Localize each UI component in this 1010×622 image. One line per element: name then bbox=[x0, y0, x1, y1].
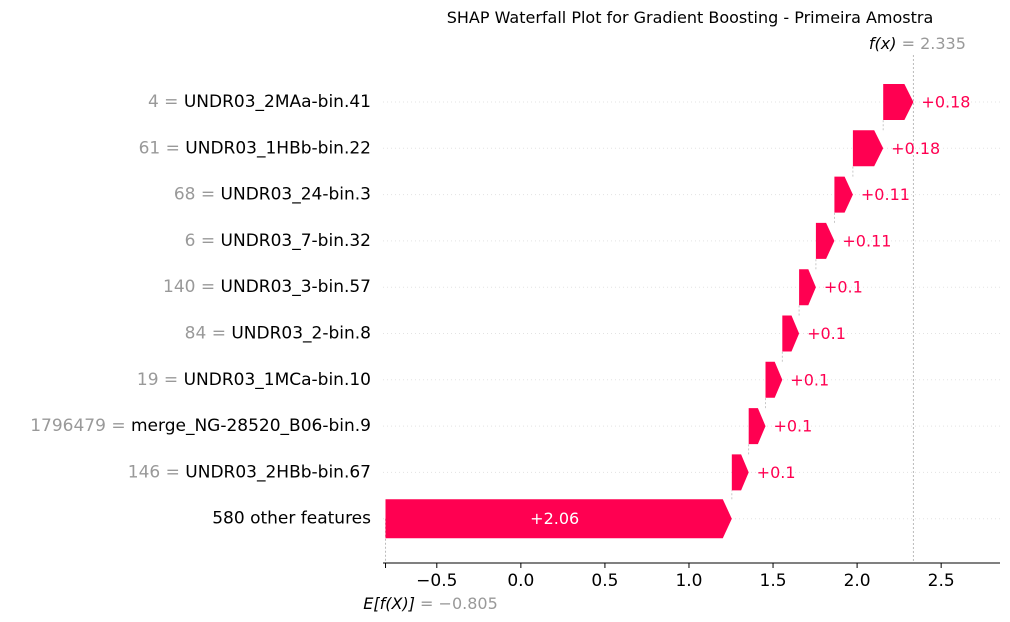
waterfall-bar bbox=[883, 84, 914, 120]
feature-name: UNDR03_2HBb-bin.67 bbox=[185, 462, 371, 482]
feature-name: UNDR03_7-bin.32 bbox=[221, 231, 371, 251]
feature-name: merge_NG-28520_B06-bin.9 bbox=[131, 416, 371, 436]
x-axis-ticks: −0.5 0.0 0.5 1.0 1.5 2.0 2.5 bbox=[385, 563, 955, 591]
feature-label: 84 = UNDR03_2-bin.8 bbox=[185, 324, 371, 344]
feature-name: UNDR03_24-bin.3 bbox=[221, 185, 371, 205]
waterfall-bar bbox=[834, 176, 853, 213]
fx-label-value: 2.335 bbox=[920, 34, 966, 53]
feature-labels: 4 = UNDR03_2MAa-bin.41 61 = UNDR03_1HBb-b… bbox=[30, 92, 371, 529]
feature-name: UNDR03_2-bin.8 bbox=[231, 324, 371, 344]
ex-label-prefix: E[f(X)] bbox=[363, 594, 415, 613]
feature-value: 1796479 = bbox=[30, 416, 131, 436]
waterfall-bar bbox=[765, 361, 783, 398]
x-tick-label: 0.5 bbox=[591, 571, 618, 591]
waterfall-bars: +0.18 +0.18 +0.11 +0.11 +0.1 +0.1 +0.1 +0.1 +0.1… bbox=[385, 84, 970, 539]
feature-label: 146 = UNDR03_2HBb-bin.67 bbox=[128, 462, 371, 482]
feature-label: 61 = UNDR03_1HBb-bin.22 bbox=[139, 138, 371, 158]
feature-label: 4 = UNDR03_2MAa-bin.41 bbox=[148, 92, 371, 112]
bar-value-label: +0.1 bbox=[790, 370, 829, 389]
waterfall-bar bbox=[852, 130, 884, 167]
feature-name: UNDR03_2MAa-bin.41 bbox=[184, 92, 371, 112]
feature-value: 61 = bbox=[139, 138, 186, 158]
waterfall-bar bbox=[799, 269, 816, 306]
bar-value-label: +0.11 bbox=[861, 185, 910, 204]
feature-name: UNDR03_1HBb-bin.22 bbox=[185, 138, 371, 158]
x-tick-label: 2.0 bbox=[844, 571, 871, 591]
waterfall-bar bbox=[385, 499, 732, 539]
ex-label: E[f(X)] = −0.805 bbox=[363, 594, 497, 613]
row-gridlines bbox=[383, 101, 1000, 520]
feature-value: 140 = bbox=[163, 277, 221, 297]
bar-value-label: +0.1 bbox=[757, 463, 796, 482]
feature-value: 19 = bbox=[137, 370, 184, 390]
feature-label: 6 = UNDR03_7-bin.32 bbox=[185, 231, 371, 251]
bar-connectors bbox=[731, 120, 884, 500]
waterfall-bar bbox=[815, 222, 835, 259]
ex-label-value: −0.805 bbox=[439, 594, 498, 613]
bar-value-label: +2.06 bbox=[530, 509, 579, 528]
feature-value: 84 = bbox=[185, 324, 232, 344]
feature-name: UNDR03_3-bin.57 bbox=[221, 277, 371, 297]
x-tick-label: −0.5 bbox=[416, 571, 457, 591]
feature-value: 6 = bbox=[185, 231, 221, 251]
feature-label: 140 = UNDR03_3-bin.57 bbox=[163, 277, 371, 297]
waterfall-bar bbox=[782, 315, 800, 352]
waterfall-bar bbox=[731, 454, 749, 491]
feature-value: 4 = bbox=[148, 92, 184, 112]
bar-value-label: +0.18 bbox=[891, 139, 940, 158]
feature-name: 580 other features bbox=[212, 509, 371, 529]
x-tick-label: 2.5 bbox=[928, 571, 955, 591]
feature-name: UNDR03_1MCa-bin.10 bbox=[184, 370, 371, 390]
feature-label: 1796479 = merge_NG-28520_B06-bin.9 bbox=[30, 416, 371, 436]
feature-label: 580 other features bbox=[212, 509, 371, 529]
feature-label: 19 = UNDR03_1MCa-bin.10 bbox=[137, 370, 371, 390]
bar-value-label: +0.1 bbox=[824, 278, 863, 297]
bar-value-label: +0.11 bbox=[842, 231, 891, 250]
x-tick-label: 1.0 bbox=[675, 571, 702, 591]
waterfall-bar bbox=[748, 408, 766, 445]
bar-value-label: +0.1 bbox=[773, 417, 812, 436]
x-tick-label: 1.5 bbox=[760, 571, 787, 591]
feature-value: 146 = bbox=[128, 462, 186, 482]
bar-value-label: +0.18 bbox=[921, 93, 970, 112]
chart-title: SHAP Waterfall Plot for Gradient Boostin… bbox=[447, 8, 934, 27]
x-tick-label: 0.0 bbox=[507, 571, 534, 591]
feature-value: 68 = bbox=[174, 185, 221, 205]
feature-label: 68 = UNDR03_24-bin.3 bbox=[174, 185, 371, 205]
bar-value-label: +0.1 bbox=[807, 324, 846, 343]
fx-label: f(x) = 2.335 bbox=[869, 34, 966, 53]
fx-label-prefix: f(x) bbox=[869, 34, 897, 53]
